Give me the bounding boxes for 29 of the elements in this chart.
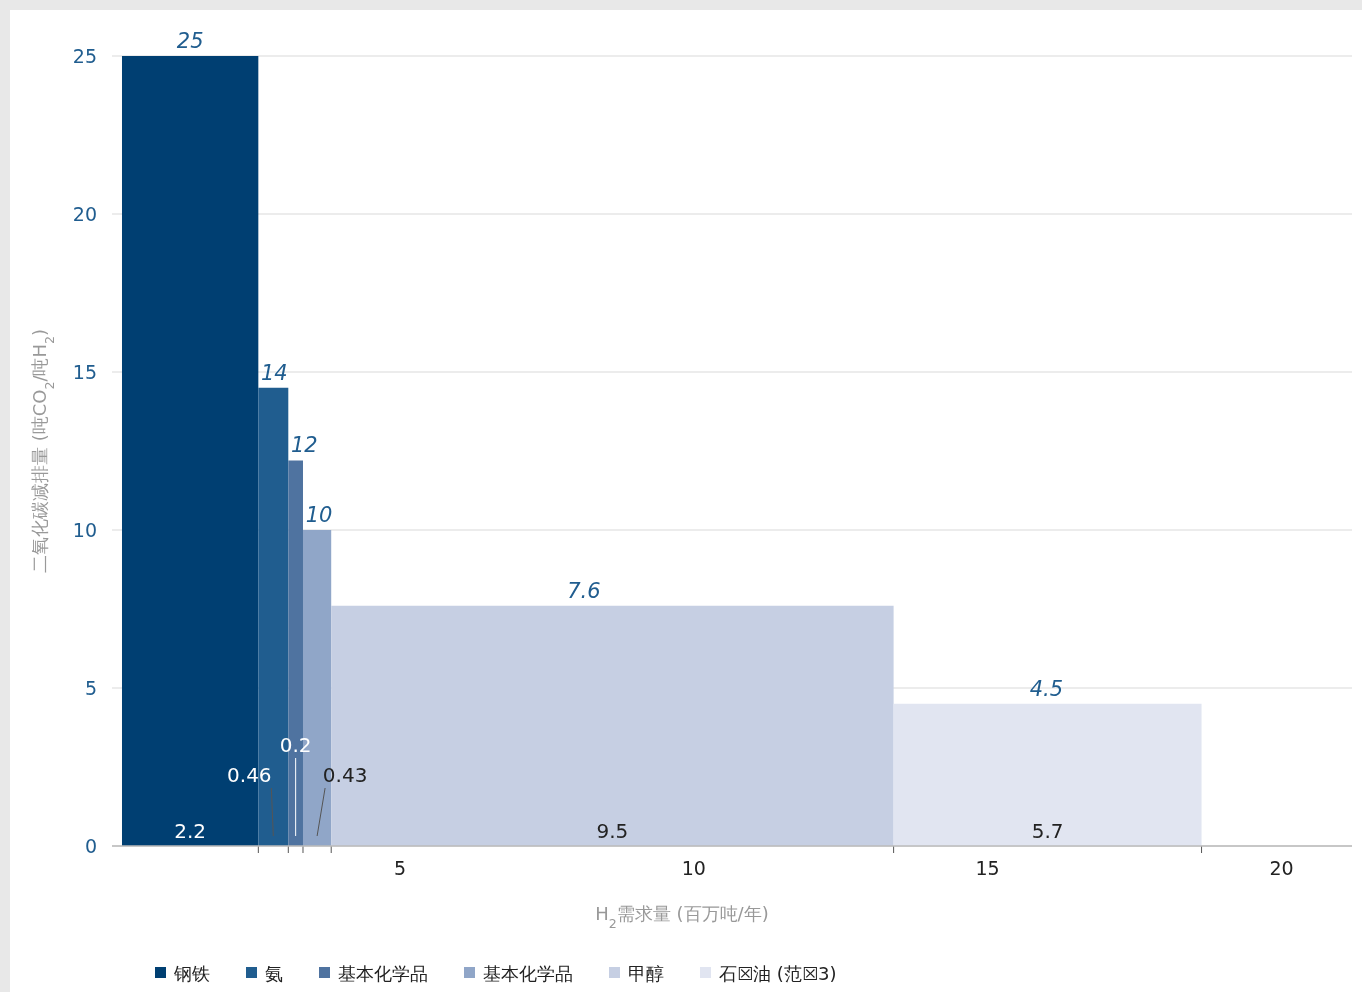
data-label: 25 bbox=[176, 29, 204, 53]
y-tick-label: 0 bbox=[84, 835, 97, 857]
y-tick-label: 10 bbox=[72, 519, 97, 541]
annotation: 5.7 bbox=[1031, 819, 1064, 843]
x-tick-label: 20 bbox=[1269, 857, 1294, 879]
annotation: 2.2 bbox=[174, 819, 207, 843]
legend-label: 基本化学品 bbox=[483, 963, 573, 984]
annotation: 9.5 bbox=[596, 819, 629, 843]
annotation: 0.46 bbox=[227, 763, 272, 787]
x-tick-label: 15 bbox=[975, 857, 1000, 879]
data-label: 4.5 bbox=[1029, 676, 1064, 701]
annotation: 0.43 bbox=[322, 763, 368, 787]
legend-label: 基本化学品 bbox=[338, 963, 428, 984]
y-tick-label: 5 bbox=[84, 677, 97, 699]
legend-label: 甲醇 bbox=[628, 963, 664, 984]
x-tick-label: 5 bbox=[393, 857, 407, 879]
legend-label: 钢铁 bbox=[173, 963, 210, 984]
annotation: 0.2 bbox=[279, 733, 312, 757]
x-axis-title: H$_{2}$需求量 (百万吨/年) bbox=[595, 903, 769, 931]
y-tick-label: 15 bbox=[72, 361, 97, 383]
data-label: 10 bbox=[305, 503, 333, 527]
data-label: 7.6 bbox=[567, 578, 601, 603]
data-label: 14 bbox=[260, 360, 288, 385]
legend-label: 石☒油 (范☒3) bbox=[719, 963, 837, 984]
legend-label: 氨 bbox=[265, 963, 283, 984]
data-label: 12 bbox=[290, 433, 318, 458]
x-tick-label: 10 bbox=[681, 857, 706, 879]
y-tick-label: 25 bbox=[72, 45, 97, 67]
y-tick-label: 20 bbox=[72, 203, 97, 225]
